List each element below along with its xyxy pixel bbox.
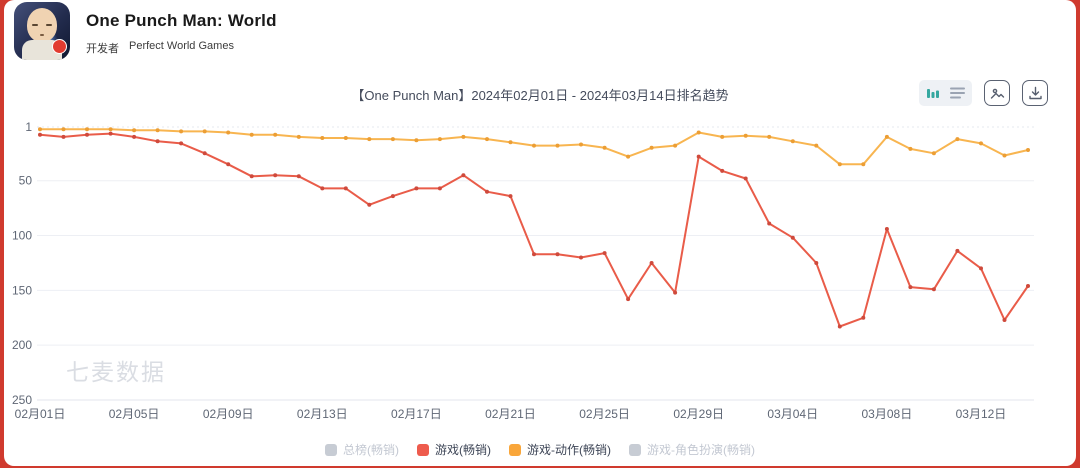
svg-text:100: 100 bbox=[12, 229, 32, 243]
svg-text:02月29日: 02月29日 bbox=[673, 407, 724, 421]
chart-title: 【One Punch Man】2024年02月01日 - 2024年03月14日… bbox=[351, 88, 729, 103]
app-header: One Punch Man: World 开发者 Perfect World G… bbox=[14, 2, 277, 60]
app-icon bbox=[14, 2, 70, 60]
app-title: One Punch Man: World bbox=[86, 10, 277, 30]
legend-label: 游戏-动作(畅销) bbox=[527, 443, 611, 457]
svg-text:250: 250 bbox=[12, 393, 32, 407]
svg-text:02月09日: 02月09日 bbox=[203, 407, 254, 421]
image-icon bbox=[990, 88, 1004, 99]
svg-text:02月25日: 02月25日 bbox=[579, 407, 630, 421]
legend-swatch bbox=[509, 443, 521, 456]
download-icon bbox=[1028, 86, 1042, 99]
legend-swatch bbox=[629, 443, 641, 456]
svg-text:02月21日: 02月21日 bbox=[485, 407, 536, 421]
legend-swatch bbox=[417, 443, 429, 456]
svg-text:150: 150 bbox=[12, 283, 32, 297]
svg-text:1: 1 bbox=[25, 120, 32, 134]
download-button[interactable] bbox=[1022, 80, 1048, 106]
legend-label: 游戏(畅销) bbox=[435, 443, 491, 457]
svg-text:02月05日: 02月05日 bbox=[109, 407, 160, 421]
chart-view-icon[interactable] bbox=[925, 85, 941, 101]
saitama-eye-right bbox=[46, 24, 52, 26]
legend-item-games-rpg-grossing[interactable]: 游戏-角色扮演(畅销) bbox=[629, 441, 755, 458]
chart-legend: 总榜(畅销) 游戏(畅销) 游戏-动作(畅销) 游戏-角色扮演(畅销) bbox=[4, 441, 1076, 458]
saitama-mouth bbox=[40, 34, 44, 36]
app-icon-badge bbox=[52, 39, 67, 54]
svg-text:02月17日: 02月17日 bbox=[391, 407, 442, 421]
developer-label: 开发者 bbox=[86, 42, 119, 55]
svg-text:02月01日: 02月01日 bbox=[15, 407, 66, 421]
export-image-button[interactable] bbox=[984, 80, 1010, 106]
legend-swatch bbox=[325, 443, 337, 456]
legend-item-games-grossing[interactable]: 游戏(畅销) bbox=[417, 441, 491, 458]
developer-name[interactable]: Perfect World Games bbox=[129, 39, 234, 52]
legend-item-overall-grossing[interactable]: 总榜(畅销) bbox=[325, 441, 399, 458]
svg-text:03月12日: 03月12日 bbox=[956, 407, 1007, 421]
main-card: One Punch Man: World 开发者 Perfect World G… bbox=[4, 0, 1076, 466]
legend-item-games-action-grossing[interactable]: 游戏-动作(畅销) bbox=[509, 441, 611, 458]
svg-text:03月08日: 03月08日 bbox=[862, 407, 913, 421]
list-view-icon[interactable] bbox=[949, 86, 966, 100]
svg-text:50: 50 bbox=[19, 174, 33, 188]
svg-text:200: 200 bbox=[12, 338, 32, 352]
legend-label: 总榜(畅销) bbox=[343, 443, 399, 457]
legend-label: 游戏-角色扮演(畅销) bbox=[647, 443, 755, 457]
svg-text:03月04日: 03月04日 bbox=[767, 407, 818, 421]
watermark: 七麦数据 bbox=[66, 359, 166, 385]
view-toggle-group bbox=[919, 80, 972, 106]
svg-text:02月13日: 02月13日 bbox=[297, 407, 348, 421]
saitama-eye-left bbox=[32, 24, 38, 26]
